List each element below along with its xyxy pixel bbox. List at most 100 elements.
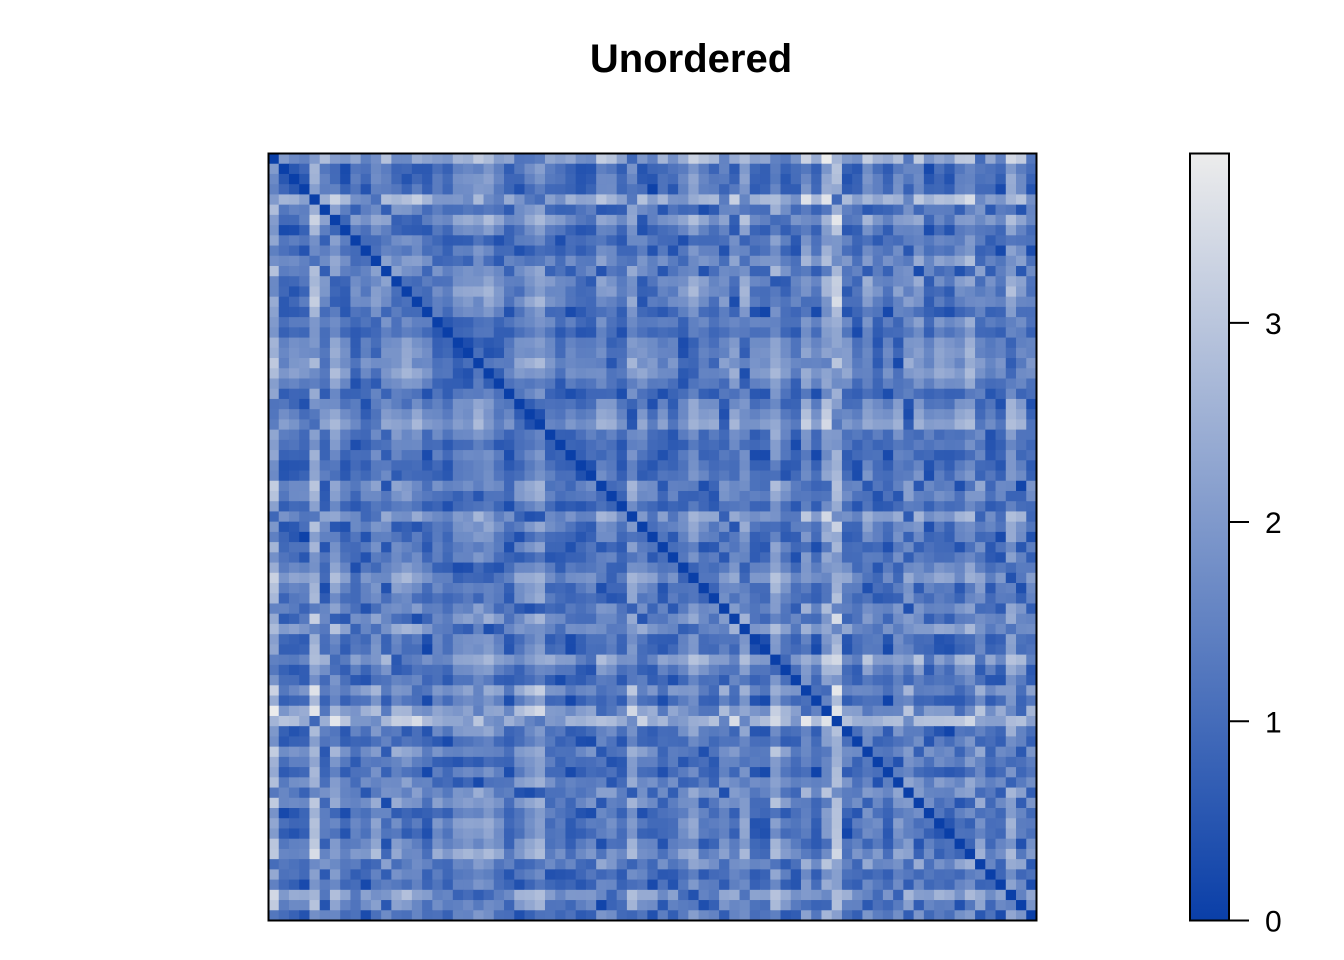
heatmap-cell [872, 675, 884, 686]
heatmap-cell [616, 695, 628, 707]
heatmap-cell [893, 501, 904, 513]
heatmap-cell [463, 388, 474, 400]
heatmap-cell [288, 173, 300, 185]
heatmap-cell [626, 347, 638, 359]
heatmap-cell [944, 797, 956, 809]
heatmap-cell [473, 490, 485, 502]
heatmap-cell [401, 368, 413, 380]
heatmap-cell [381, 460, 392, 472]
heatmap-cell [442, 490, 454, 502]
heatmap-cell [708, 531, 720, 543]
heatmap-cell [616, 736, 628, 748]
heatmap-cell [309, 245, 321, 257]
heatmap-cell [841, 797, 853, 809]
heatmap-cell [934, 623, 945, 635]
heatmap-cell [964, 347, 976, 359]
heatmap-cell [452, 634, 464, 645]
heatmap-cell [760, 726, 771, 738]
heatmap-cell [483, 797, 495, 809]
heatmap-cell [698, 756, 710, 768]
heatmap-cell [913, 552, 925, 564]
heatmap-cell [360, 286, 372, 298]
heatmap-cell [657, 685, 669, 697]
heatmap-cell [975, 634, 986, 645]
heatmap-cell [964, 276, 976, 288]
heatmap-cell [596, 634, 608, 645]
heatmap-cell [667, 715, 679, 727]
heatmap-cell [719, 787, 730, 799]
heatmap-cell [995, 787, 1007, 799]
heatmap-cell [544, 552, 556, 564]
heatmap-cell [944, 235, 956, 247]
heatmap-cell [473, 501, 485, 513]
heatmap-cell [575, 265, 587, 277]
heatmap-cell [1026, 245, 1038, 257]
heatmap-cell [800, 276, 812, 288]
heatmap-cell [452, 705, 464, 717]
heatmap-cell [739, 317, 751, 328]
heatmap-cell [913, 562, 925, 574]
heatmap-cell [637, 562, 648, 574]
heatmap-cell [770, 623, 782, 635]
heatmap-cell [309, 296, 321, 308]
heatmap-cell [370, 409, 382, 420]
heatmap-cell [606, 286, 618, 298]
heatmap-cell [606, 276, 618, 288]
heatmap-cell [852, 552, 864, 564]
heatmap-cell [708, 409, 720, 420]
heatmap-cell [575, 715, 587, 727]
heatmap-cell [422, 214, 433, 226]
heatmap-cell [862, 501, 874, 513]
heatmap-cell [760, 255, 771, 267]
heatmap-cell [872, 470, 884, 482]
heatmap-cell [964, 634, 976, 645]
heatmap-cell [944, 470, 956, 482]
heatmap-cell [1016, 552, 1027, 564]
heatmap-cell [780, 572, 792, 584]
heatmap-cell [463, 736, 474, 748]
heatmap-cell [985, 562, 997, 574]
heatmap-cell [463, 562, 474, 574]
heatmap-cell [821, 767, 833, 778]
heatmap-cell [882, 736, 894, 748]
heatmap-cell [647, 306, 659, 318]
heatmap-cell [811, 347, 823, 359]
heatmap-cell [534, 623, 546, 635]
heatmap-cell [534, 552, 546, 564]
heatmap-cell [1005, 511, 1017, 523]
heatmap-cell [391, 388, 403, 400]
heatmap-cell [411, 623, 423, 635]
heatmap-cell [309, 644, 321, 656]
heatmap-cell [606, 439, 618, 451]
heatmap-cell [995, 715, 1007, 727]
heatmap-cell [698, 572, 710, 584]
heatmap-cell [913, 163, 925, 175]
heatmap-cell [288, 378, 300, 390]
heatmap-cell [852, 460, 864, 472]
heatmap-cell [657, 368, 669, 380]
heatmap-cell [995, 531, 1007, 543]
heatmap-cell [493, 378, 505, 390]
heatmap-cell [329, 194, 341, 206]
heatmap-cell [667, 593, 679, 605]
heatmap-cell [555, 337, 567, 349]
heatmap-cell [370, 163, 382, 175]
heatmap-cell [524, 705, 536, 717]
heatmap-cell [882, 317, 894, 328]
heatmap-cell [411, 501, 423, 513]
heatmap-cell [688, 347, 700, 359]
heatmap-cell [657, 173, 669, 185]
heatmap-cell [729, 705, 741, 717]
heatmap-cell [708, 746, 720, 758]
heatmap-cell [473, 797, 485, 809]
heatmap-cell [309, 593, 321, 605]
heatmap-cell [370, 562, 382, 574]
heatmap-cell [821, 235, 833, 247]
heatmap-cell [760, 490, 771, 502]
heatmap-cell [811, 623, 823, 635]
heatmap-cell [964, 214, 976, 226]
heatmap-cell [811, 644, 823, 656]
heatmap-cell [555, 797, 567, 809]
heatmap-cell [923, 184, 935, 196]
heatmap-cell [555, 388, 567, 400]
